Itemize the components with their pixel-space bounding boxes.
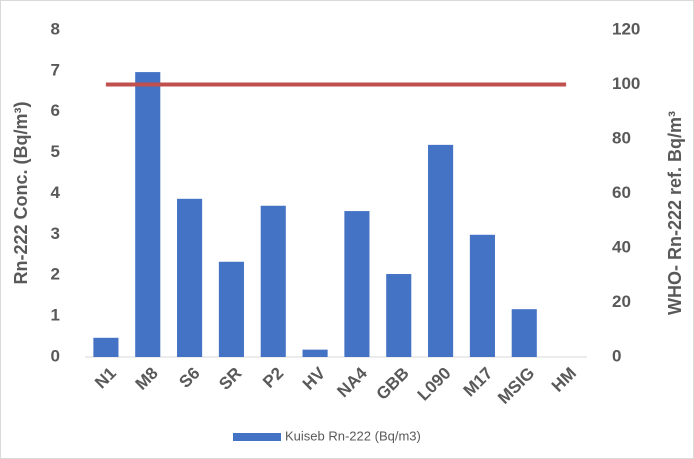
- y-tick-label: 1: [51, 306, 60, 325]
- bar: [469, 234, 495, 357]
- y-tick-label: 7: [51, 60, 60, 79]
- y-tick-label: 6: [51, 101, 60, 120]
- bar: [511, 309, 537, 357]
- y2-tick-label: 100: [612, 74, 640, 93]
- legend-label: Kuiseb Rn-222 (Bq/m3): [285, 428, 421, 443]
- legend-swatch: [233, 433, 281, 441]
- y-tick-label: 3: [51, 224, 60, 243]
- y-tick-label: 0: [51, 346, 60, 365]
- y-axis-title: Rn-222 Conc. (Bq/m³): [11, 101, 31, 284]
- bar: [386, 274, 412, 357]
- y2-tick-label: 80: [612, 128, 631, 147]
- bar: [428, 144, 454, 357]
- bar: [302, 349, 328, 357]
- y-tick-label: 8: [51, 19, 60, 38]
- y2-tick-label: 120: [612, 19, 640, 38]
- bar: [93, 337, 119, 357]
- y2-tick-label: 40: [612, 237, 631, 256]
- y2-tick-label: 20: [612, 292, 631, 311]
- y2-tick-label: 0: [612, 346, 621, 365]
- bar: [344, 211, 370, 357]
- y2-tick-label: 60: [612, 183, 631, 202]
- bar: [260, 205, 286, 357]
- y-tick-label: 5: [51, 142, 60, 161]
- y2-axis-title: WHO- Rn-222 ref. Bq/m³: [665, 111, 685, 315]
- y-tick-label: 2: [51, 265, 60, 284]
- y-tick-label: 4: [51, 183, 61, 202]
- bar: [135, 72, 161, 357]
- bar: [218, 261, 244, 357]
- bar: [177, 198, 203, 357]
